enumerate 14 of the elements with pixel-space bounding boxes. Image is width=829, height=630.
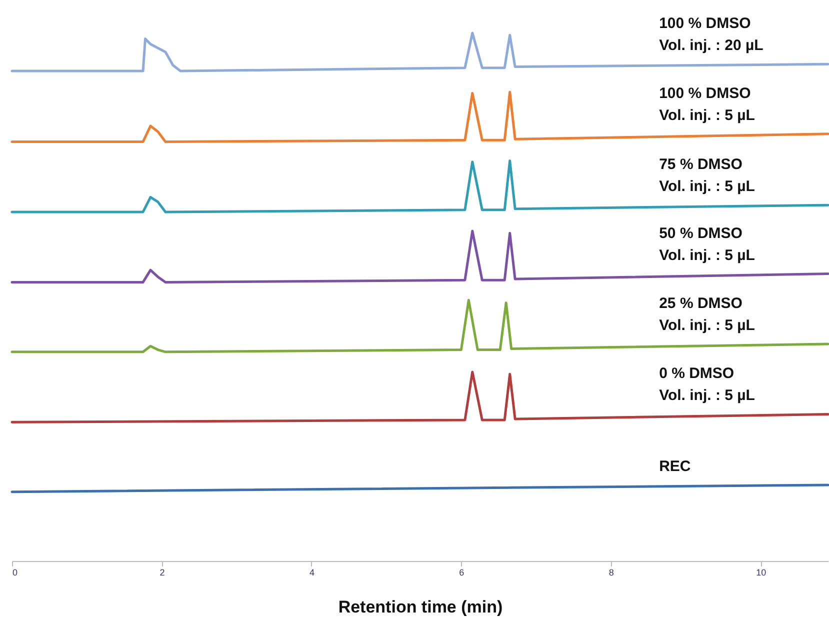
x-axis-title: Retention time (min) <box>338 598 503 616</box>
series-label: 100 % DMSO Vol. inj. : 5 µL <box>659 84 755 124</box>
series-label: 0 % DMSO Vol. inj. : 5 µL <box>659 365 755 404</box>
series-label: 25 % DMSO Vol. inj. : 5 µL <box>659 294 755 334</box>
series-label: REC <box>659 458 691 475</box>
series-label: 100 % DMSO Vol. inj. : 20 µL <box>659 15 764 54</box>
x-tick-label: 0 <box>12 568 18 578</box>
series-label: 50 % DMSO Vol. inj. : 5 µL <box>659 224 755 264</box>
x-tick-label: 10 <box>756 568 766 578</box>
x-tick-label: 2 <box>160 568 165 578</box>
series-label: 75 % DMSO Vol. inj. : 5 µL <box>659 156 755 196</box>
x-tick-label: 8 <box>608 568 614 578</box>
x-tick-label: 4 <box>309 568 314 578</box>
x-tick-label: 6 <box>459 568 464 578</box>
